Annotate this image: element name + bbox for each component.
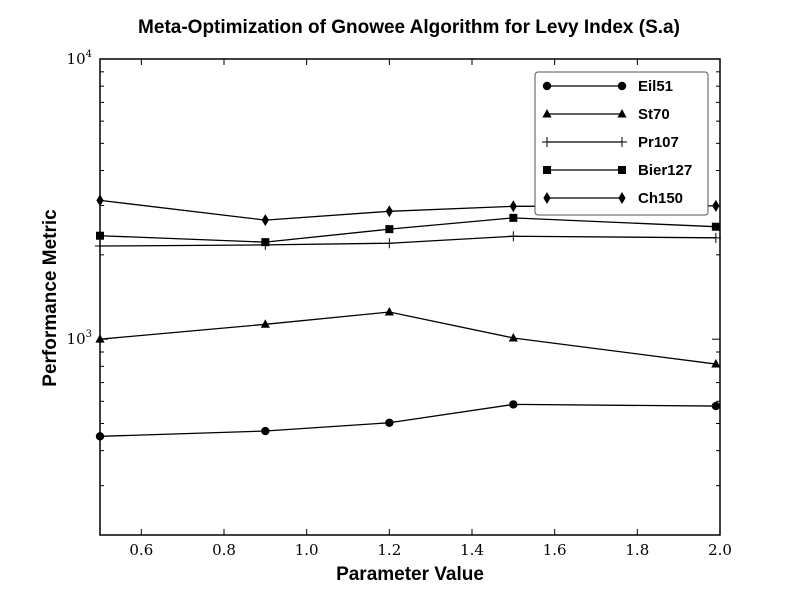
legend-label-eil51: Eil51 <box>638 78 673 95</box>
legend-marker-st70 <box>542 109 552 118</box>
legend-marker-eil51 <box>542 81 552 91</box>
data-point-ch150 <box>712 199 720 212</box>
legend-marker-st70 <box>617 109 627 118</box>
data-point-st70 <box>711 359 721 368</box>
legend-label-ch150: Ch150 <box>638 190 683 207</box>
y-axis-label: Performance Metric <box>40 209 61 387</box>
series-line-pr107 <box>99 235 716 247</box>
data-point-ch150 <box>385 205 393 218</box>
series-line-st70 <box>99 311 716 365</box>
legend-label-bier127: Bier127 <box>638 162 692 179</box>
series-line-bier127 <box>99 217 716 243</box>
chart-title: Meta-Optimization of Gnowee Algorithm fo… <box>138 17 680 38</box>
legend-marker-pr107 <box>542 137 552 147</box>
data-point-ch150 <box>261 214 269 227</box>
x-tick-label: 0.8 <box>212 541 236 559</box>
x-tick-label: 1.4 <box>460 541 484 559</box>
legend-label-st70: St70 <box>638 106 670 123</box>
legend-label-pr107: Pr107 <box>638 134 679 151</box>
data-point-st70 <box>508 332 518 342</box>
data-point-bier127 <box>711 222 720 231</box>
legend: Eil51 St70 Pr107 Bier127 Ch150 <box>534 71 709 216</box>
x-tick-label: 1.2 <box>377 541 401 559</box>
legend-marker-bier127 <box>618 166 626 174</box>
data-point-st70 <box>384 307 394 316</box>
x-tick-label: 1.8 <box>625 541 649 559</box>
data-point-ch150 <box>509 200 517 213</box>
data-point-eil51 <box>385 418 394 427</box>
legend-marker-ch150 <box>543 192 551 204</box>
data-point-pr107 <box>710 232 721 243</box>
data-point-pr107 <box>508 231 519 242</box>
data-point-pr107 <box>384 238 395 249</box>
data-point-bier127 <box>385 225 394 234</box>
x-tick-label: 2.0 <box>708 541 732 559</box>
data-point-eil51 <box>261 426 270 436</box>
x-axis-label: Parameter Value <box>336 564 484 585</box>
legend-marker-ch150 <box>618 192 626 204</box>
data-point-bier127 <box>261 238 270 247</box>
data-point-eil51 <box>509 400 518 409</box>
x-tick-label: 1.6 <box>543 541 567 559</box>
series-group <box>95 194 721 441</box>
legend-marker-pr107 <box>617 137 627 147</box>
data-point-eil51 <box>711 401 721 411</box>
y-tick-label: 104 <box>67 49 92 68</box>
plot-frame <box>99 58 721 536</box>
series-line-eil51 <box>99 403 716 437</box>
data-point-bier127 <box>509 213 518 222</box>
y-tick-label: 103 <box>67 329 92 348</box>
x-tick-label: 0.6 <box>129 541 153 559</box>
data-point-st70 <box>260 319 270 328</box>
x-tick-label: 1.0 <box>295 541 319 559</box>
legend-marker-eil51 <box>617 81 627 91</box>
legend-marker-bier127 <box>543 166 551 174</box>
